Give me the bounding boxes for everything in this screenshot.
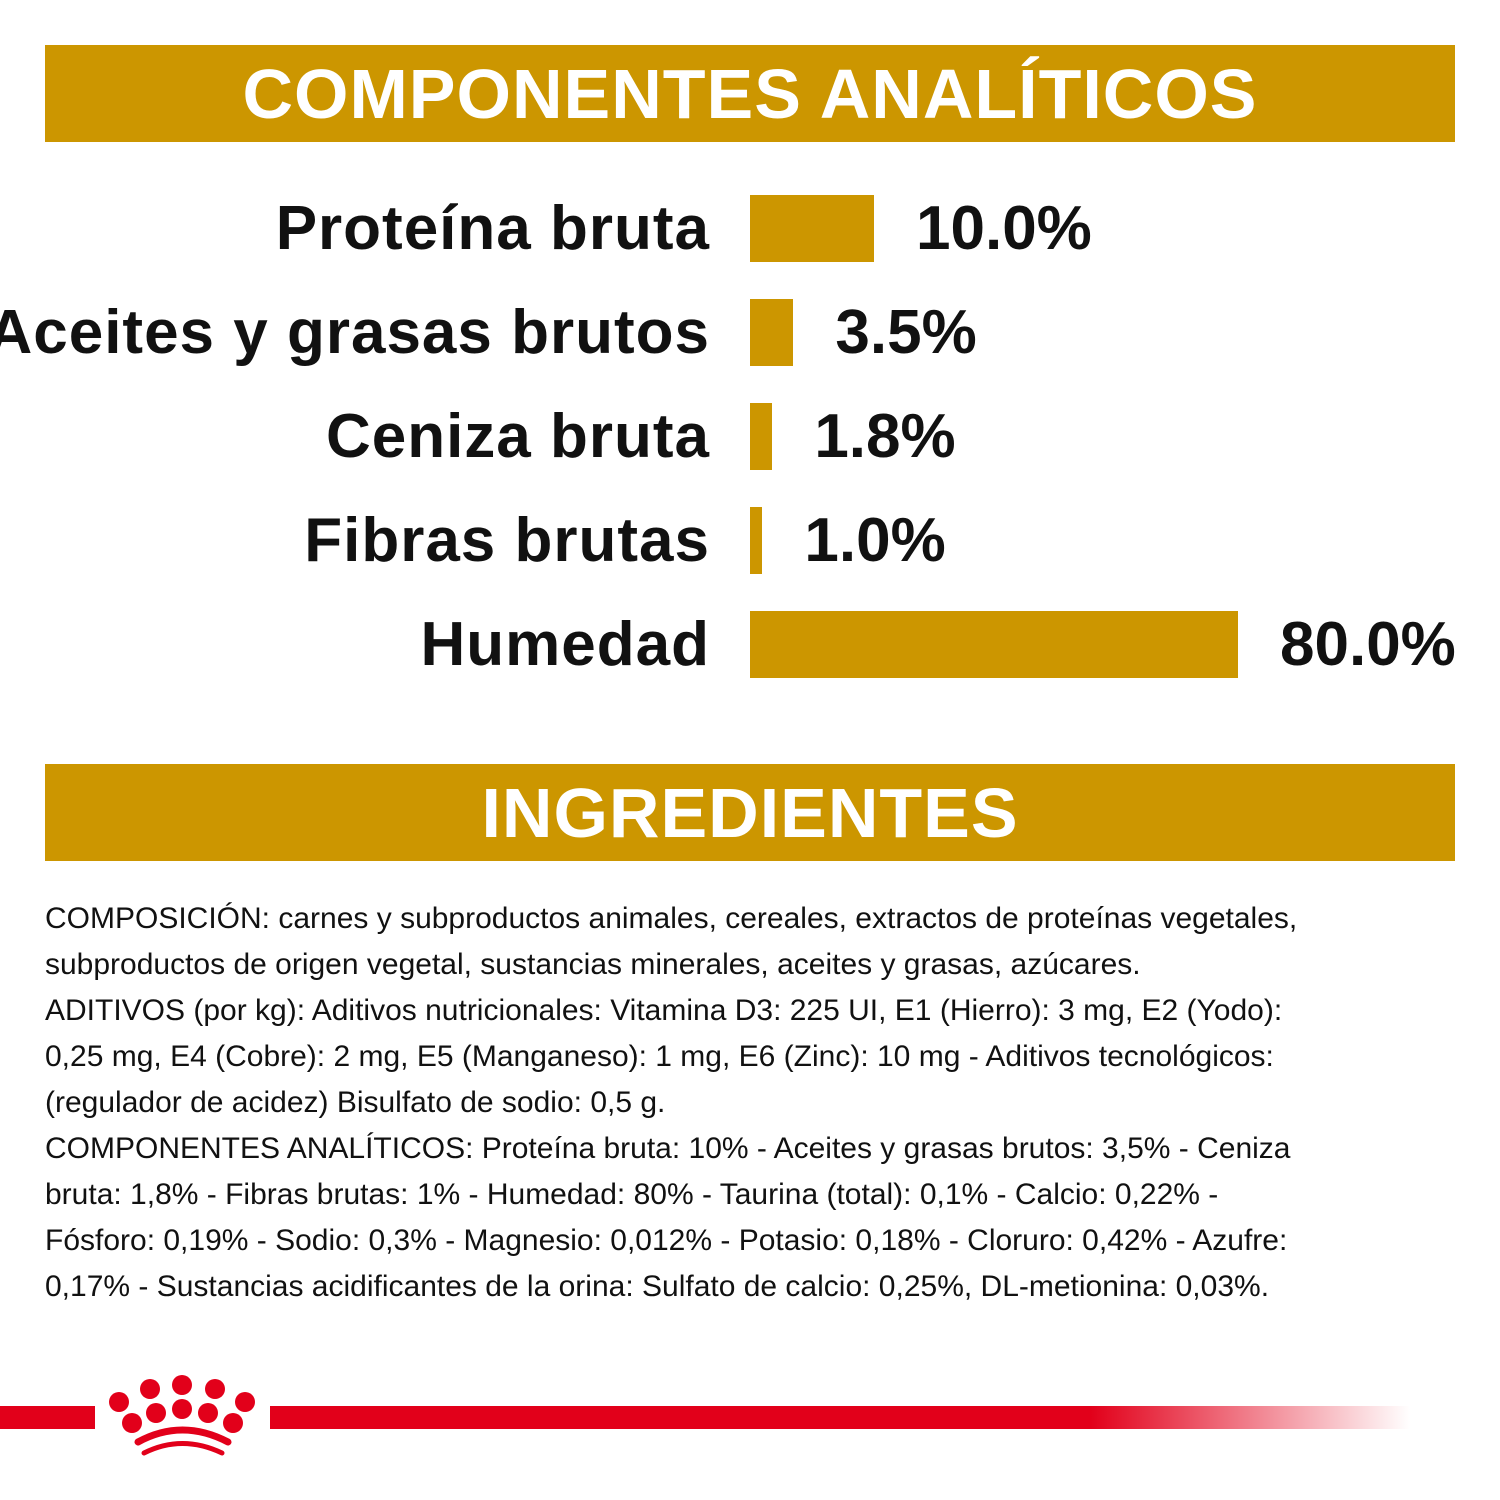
crown-icon: [109, 1375, 255, 1456]
brand-stripe-right: [270, 1406, 1410, 1429]
bar: [750, 195, 874, 262]
chart-row: Aceites y grasas brutos 3.5%: [0, 299, 1500, 366]
category-label: Aceites y grasas brutos: [0, 298, 710, 367]
analytical-components-header: COMPONENTES ANALÍTICOS: [45, 45, 1455, 142]
category-label: Fibras brutas: [304, 506, 710, 575]
chart-row: Humedad 80.0%: [0, 611, 1500, 678]
ingredients-text: COMPOSICIÓN: carnes y subproductos anima…: [45, 896, 1465, 1310]
value-label: 1.0%: [804, 506, 946, 575]
value-label: 10.0%: [916, 194, 1092, 263]
bar: [750, 403, 773, 470]
ingredients-line: COMPONENTES ANALÍTICOS: Proteína bruta: …: [45, 1132, 1291, 1165]
ingredients-header: INGREDIENTES: [45, 764, 1455, 861]
ingredients-line: ADITIVOS (por kg): Aditivos nutricionale…: [45, 994, 1283, 1027]
value-label: 1.8%: [814, 402, 956, 471]
ingredients-line: 0,17% - Sustancias acidificantes de la o…: [45, 1270, 1270, 1303]
bar: [750, 299, 794, 366]
ingredients-line: (regulador de acidez) Bisulfato de sodio…: [45, 1086, 666, 1119]
chart-row: Fibras brutas 1.0%: [0, 507, 1500, 574]
ingredients-line: COMPOSICIÓN: carnes y subproductos anima…: [45, 902, 1298, 935]
category-label: Proteína bruta: [275, 194, 710, 263]
value-label: 80.0%: [1280, 610, 1456, 679]
bar: [750, 507, 763, 574]
value-label: 3.5%: [835, 298, 977, 367]
brand-stripe-left: [0, 1406, 95, 1429]
chart-row: Proteína bruta 10.0%: [0, 195, 1500, 262]
ingredients-line: subproductos de origen vegetal, sustanci…: [45, 948, 1141, 981]
bar: [750, 611, 1238, 678]
ingredients-line: 0,25 mg, E4 (Cobre): 2 mg, E5 (Manganeso…: [45, 1040, 1274, 1073]
ingredients-line: bruta: 1,8% - Fibras brutas: 1% - Humeda…: [45, 1178, 1219, 1211]
category-label: Humedad: [420, 610, 710, 679]
chart-row: Ceniza bruta 1.8%: [0, 403, 1500, 470]
ingredients-line: Fósforo: 0,19% - Sodio: 0,3% - Magnesio:…: [45, 1224, 1288, 1257]
category-label: Ceniza bruta: [325, 402, 710, 471]
